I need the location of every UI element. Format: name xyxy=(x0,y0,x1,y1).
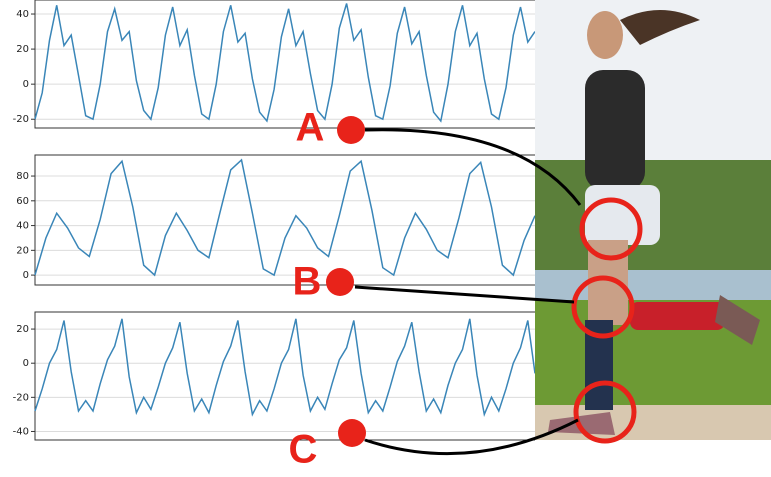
runner-head xyxy=(587,11,623,59)
data-line xyxy=(34,158,536,277)
y-tick-label: 40 xyxy=(16,9,29,20)
data-line xyxy=(34,3,536,123)
runner-shoe xyxy=(548,412,615,435)
y-tick-label: 20 xyxy=(16,245,29,256)
photo xyxy=(535,0,771,444)
marker-label: C xyxy=(289,428,318,472)
sensor-ring xyxy=(579,197,643,261)
y-tick-label: 0 xyxy=(23,270,29,281)
runner-shoe xyxy=(715,295,760,345)
axis-frame xyxy=(34,0,535,129)
runner-shorts xyxy=(585,185,660,245)
y-tick-label: 60 xyxy=(16,196,29,207)
axis-frame xyxy=(34,311,535,441)
y-tick-label: -20 xyxy=(13,114,29,125)
marker-dot xyxy=(338,419,366,447)
y-tick-label: -20 xyxy=(13,392,29,403)
marker-label: B xyxy=(293,260,322,304)
y-tick-label: 80 xyxy=(16,171,29,182)
runner-red-sock xyxy=(630,302,725,330)
runner-shirt xyxy=(585,70,645,190)
data-line xyxy=(34,318,536,417)
connector xyxy=(364,418,579,456)
y-tick-label: 0 xyxy=(23,79,29,90)
axis-frame xyxy=(34,154,535,286)
connector xyxy=(364,128,582,206)
marker-dot xyxy=(326,268,354,296)
y-tick-label: 0 xyxy=(23,358,29,369)
sensor-ring xyxy=(571,275,635,339)
y-tick-label: 20 xyxy=(16,324,29,335)
y-tick-label: 20 xyxy=(16,44,29,55)
runner-hair xyxy=(620,10,700,45)
y-tick-label: -40 xyxy=(13,426,29,437)
connector xyxy=(354,285,575,304)
sensor-ring xyxy=(573,380,637,444)
marker-label: A xyxy=(296,106,325,150)
y-tick-label: 40 xyxy=(16,221,29,232)
marker-dot xyxy=(337,116,365,144)
